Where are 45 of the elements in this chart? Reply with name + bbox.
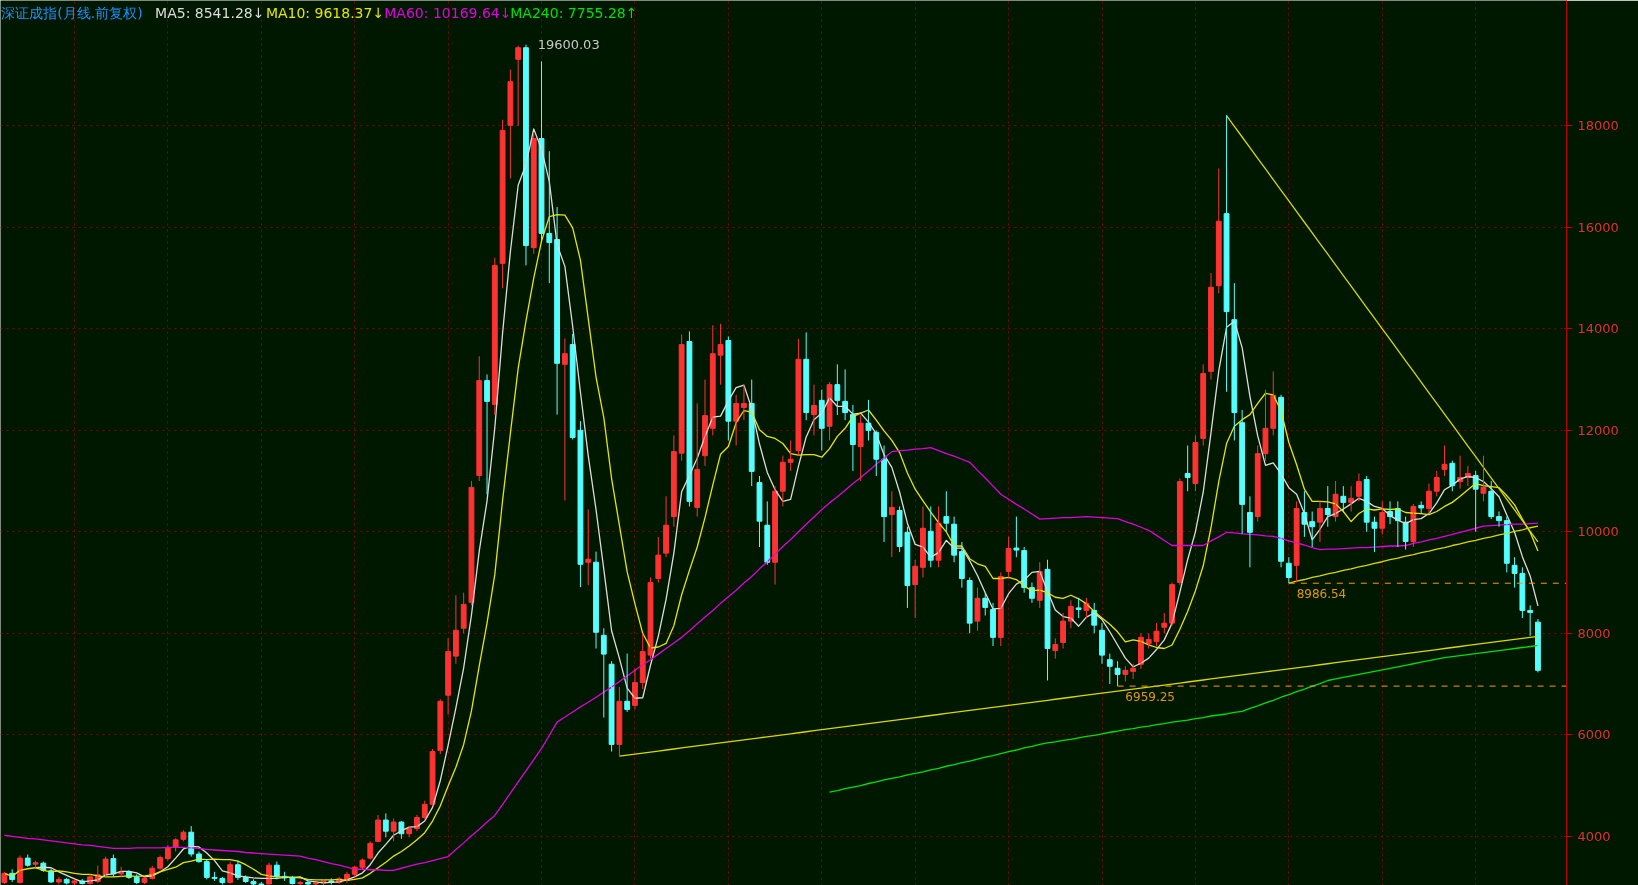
text: MA240: 7755.28↑ <box>510 4 638 21</box>
text: MA5: 8541.28↓ <box>155 4 265 21</box>
annotation: 6959.25 <box>1125 690 1175 705</box>
text: MA60: 10169.64↓ <box>384 4 512 21</box>
y-tick-label: 14000 <box>1577 321 1619 337</box>
candlestick <box>756 475 763 548</box>
candlestick <box>359 858 366 870</box>
candlestick <box>32 860 39 869</box>
y-tick-label: 4000 <box>1577 828 1611 844</box>
candlestick <box>943 490 950 533</box>
line-series <box>828 644 1539 793</box>
candlestick <box>390 818 397 842</box>
candlestick <box>826 381 833 441</box>
candlestick <box>24 854 31 868</box>
candlestick <box>71 878 78 885</box>
annotation: 8986.54 <box>1296 587 1347 602</box>
candlestick <box>1106 653 1113 685</box>
y-tick-label: 8000 <box>1577 625 1611 641</box>
candlestick <box>1371 516 1378 553</box>
y-tick-label: 6000 <box>1577 727 1611 743</box>
y-tick-label: 18000 <box>1577 118 1619 134</box>
candlestick <box>1161 612 1168 634</box>
candlestick <box>974 587 981 632</box>
y-tick-label: 10000 <box>1577 524 1619 540</box>
candlestick <box>1044 559 1051 681</box>
candlestick <box>1441 445 1448 477</box>
chart-title: 深证成指(月线.前复权) <box>1 4 143 21</box>
candlestick <box>1075 597 1082 619</box>
candlestick <box>258 881 265 885</box>
line-series <box>618 635 1539 757</box>
line-series <box>3 446 1539 871</box>
candlestick <box>468 480 475 606</box>
candlestick <box>382 812 389 838</box>
text: MA10: 9618.37↓ <box>265 4 385 21</box>
candlestick <box>312 881 319 885</box>
candlestick <box>1013 516 1020 558</box>
candlestick <box>297 880 304 885</box>
candlestick <box>429 748 436 807</box>
y-tick-label: 12000 <box>1577 422 1619 438</box>
candlestick <box>935 505 942 568</box>
y-tick-label: 16000 <box>1577 219 1619 235</box>
candlestick <box>538 60 545 244</box>
annotation: 19600.03 <box>537 37 600 53</box>
candlestick <box>1418 500 1425 515</box>
candlestick <box>1480 455 1487 502</box>
